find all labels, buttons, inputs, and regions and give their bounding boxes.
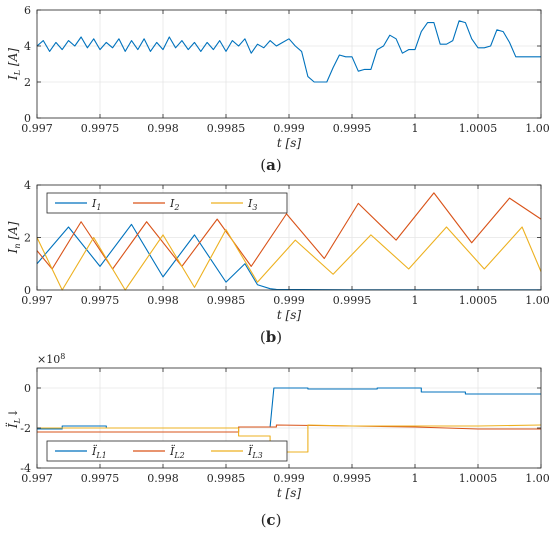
x-tick-label: 0.999 <box>273 472 305 485</box>
y-tick-label: 0 <box>24 112 31 125</box>
y-tick-label: 4 <box>24 179 31 192</box>
series-line-3 <box>36 226 542 291</box>
x-axis-label: t [s] <box>277 136 301 150</box>
y-multiplier: ×108 <box>37 352 65 366</box>
x-tick-label: 0.9995 <box>333 472 372 485</box>
legend: I1​ I2​ I3​ <box>46 192 288 214</box>
series-line-2 <box>36 192 542 270</box>
legend-box <box>46 440 288 462</box>
panel-caption: (c) <box>261 511 282 529</box>
x-tick-label: 0.9985 <box>207 472 246 485</box>
x-axis-label: t [s] <box>277 308 301 322</box>
x-tick-label: 1 <box>412 294 419 307</box>
x-tick-label: 1.0005 <box>459 472 498 485</box>
x-tick-label: 0.9975 <box>81 122 120 135</box>
legend-box <box>46 192 288 214</box>
y-tick-label: -2 <box>20 422 31 435</box>
y-tick-label: 2 <box>24 76 31 89</box>
x-tick-label: 1.0005 <box>459 122 498 135</box>
x-tick-label: 1.001 <box>525 294 550 307</box>
chart-panel-a: 0.997 0.9975 0.998 0.9985 0.999 0.9995 1 1.0005… <box>6 4 550 174</box>
x-tick-label: 0.9975 <box>81 472 120 485</box>
chart-panel-b: 0.997 0.9975 0.998 0.9985 0.999 0.9995 1 1.0005… <box>6 179 550 346</box>
x-tick-label: 1.0005 <box>459 294 498 307</box>
x-tick-label: 0.998 <box>147 122 179 135</box>
x-tick-label: 1.001 <box>525 472 550 485</box>
x-tick-label: 0.997 <box>21 122 53 135</box>
x-tick-label: 0.9985 <box>207 122 246 135</box>
y-axis-label: In​ [A] <box>6 221 22 254</box>
x-tick-label: 1 <box>412 122 419 135</box>
chart-panel-c: 0.997 0.9975 0.998 0.9985 0.999 0.9995 1 1.0005… <box>4 352 550 529</box>
y-axis-label: IL​ [A] <box>6 48 22 81</box>
x-tick-label: 0.9985 <box>207 294 246 307</box>
x-tick-label: 0.998 <box>147 472 179 485</box>
series-line-3 <box>37 424 542 453</box>
y-tick-label: 4 <box>24 40 31 53</box>
x-tick-label: 0.9995 <box>333 294 372 307</box>
y-tick-label: 2 <box>24 232 31 245</box>
series-line-1 <box>37 387 541 430</box>
x-tick-label: 0.997 <box>21 294 53 307</box>
y-tick-label: 0 <box>24 284 31 297</box>
y-axis-label: ÏL​↓ <box>4 408 22 429</box>
series-line-1 <box>36 20 541 83</box>
x-tick-label: 1 <box>412 472 419 485</box>
legend-label-3: I3​ <box>247 197 257 212</box>
y-tick-label: 6 <box>24 4 31 17</box>
x-tick-label: 0.9995 <box>333 122 372 135</box>
y-tick-label: -4 <box>20 462 31 475</box>
panel-caption: (a) <box>260 156 281 174</box>
panel-caption: (b) <box>260 328 282 346</box>
x-tick-label: 0.997 <box>21 472 53 485</box>
x-tick-label: 0.998 <box>147 294 179 307</box>
x-tick-label: 0.999 <box>273 294 305 307</box>
legend-label-1: I1​ <box>91 197 101 212</box>
y-tick-label: 0 <box>24 382 31 395</box>
legend: ÏL1​ ÏL2​ ÏL3​ <box>46 440 288 462</box>
x-tick-label: 1.001 <box>525 122 550 135</box>
legend-label-1: ÏL1​ <box>91 444 107 460</box>
legend-label-2: I2​ <box>169 197 179 212</box>
x-tick-label: 0.9975 <box>81 294 120 307</box>
x-axis-label: t [s] <box>277 486 301 500</box>
x-tick-label: 0.999 <box>273 122 305 135</box>
legend-label-2: ÏL2​ <box>169 444 185 460</box>
legend-label-3: ÏL3​ <box>247 444 263 460</box>
